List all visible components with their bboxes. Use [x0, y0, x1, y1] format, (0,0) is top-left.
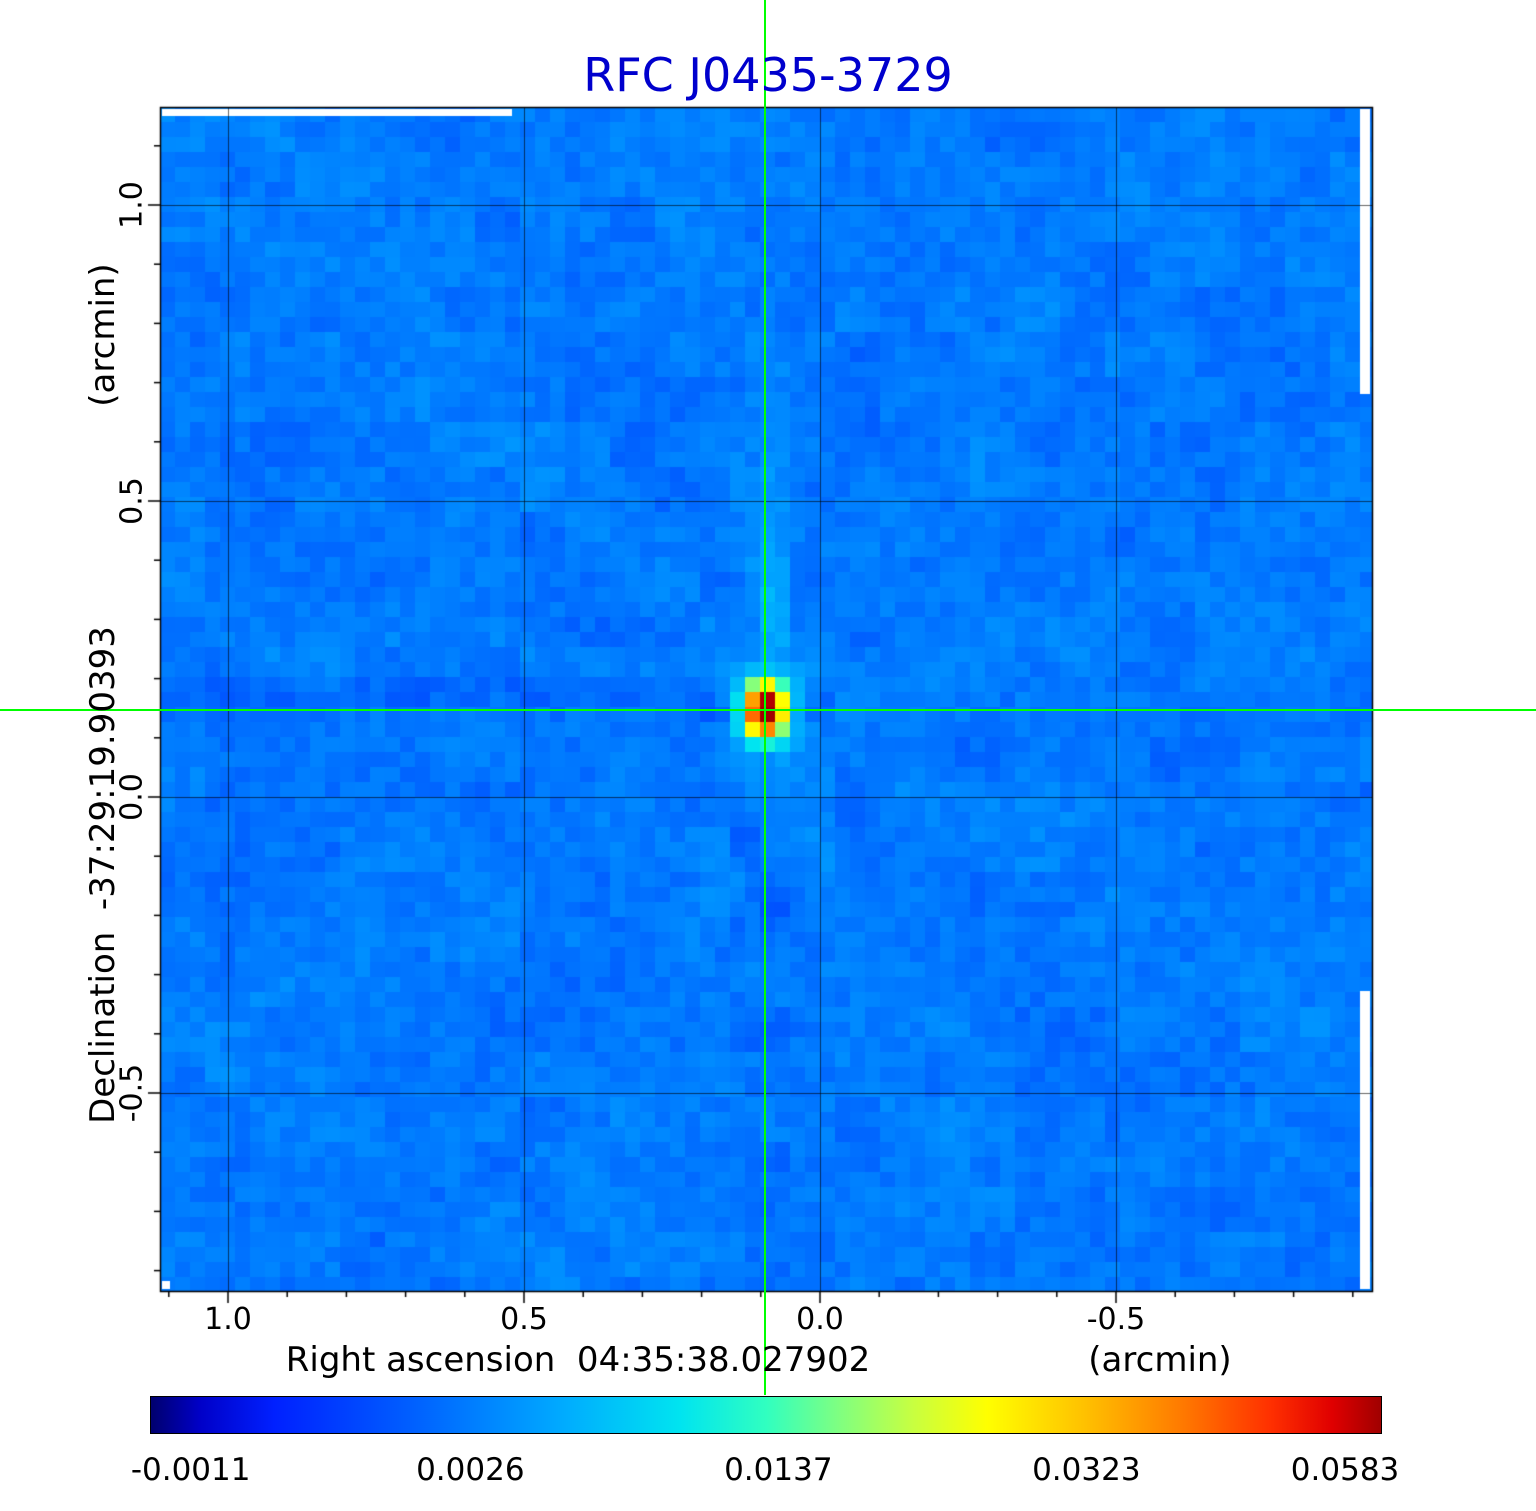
crosshair-horizontal-line — [0, 708, 1536, 711]
y-tick-label: 0.0 — [114, 773, 150, 821]
y-tick-label: -0.5 — [114, 1063, 150, 1123]
y-axis-unit: (arcmin) — [83, 263, 123, 407]
colorbar-tick-label: -0.0011 — [130, 1452, 251, 1488]
x-tick-label: 0.5 — [500, 1302, 548, 1337]
y-axis-label: Declination -37:29:19.90393 — [83, 626, 123, 1124]
colorbar-tick-label: 0.0137 — [724, 1452, 833, 1488]
crosshair-vertical-line — [763, 0, 766, 1395]
plot-title: RFC J0435-3729 — [583, 48, 953, 102]
y-tick-label: 1.0 — [114, 181, 150, 229]
colorbar-tick-label: 0.0026 — [416, 1452, 525, 1488]
colorbar-tick-label: 0.0583 — [1290, 1452, 1400, 1488]
colorbar-tick-label: 0.0323 — [1032, 1452, 1141, 1488]
x-tick-label: 0.0 — [796, 1302, 844, 1337]
x-tick-label: -0.5 — [1086, 1302, 1146, 1337]
colorbar — [150, 1396, 1382, 1434]
x-tick-label: 1.0 — [204, 1302, 252, 1337]
y-tick-label: 0.5 — [114, 477, 150, 525]
x-axis-unit: (arcmin) — [1088, 1340, 1232, 1380]
x-axis-label: Right ascension 04:35:38.027902 — [285, 1340, 871, 1380]
